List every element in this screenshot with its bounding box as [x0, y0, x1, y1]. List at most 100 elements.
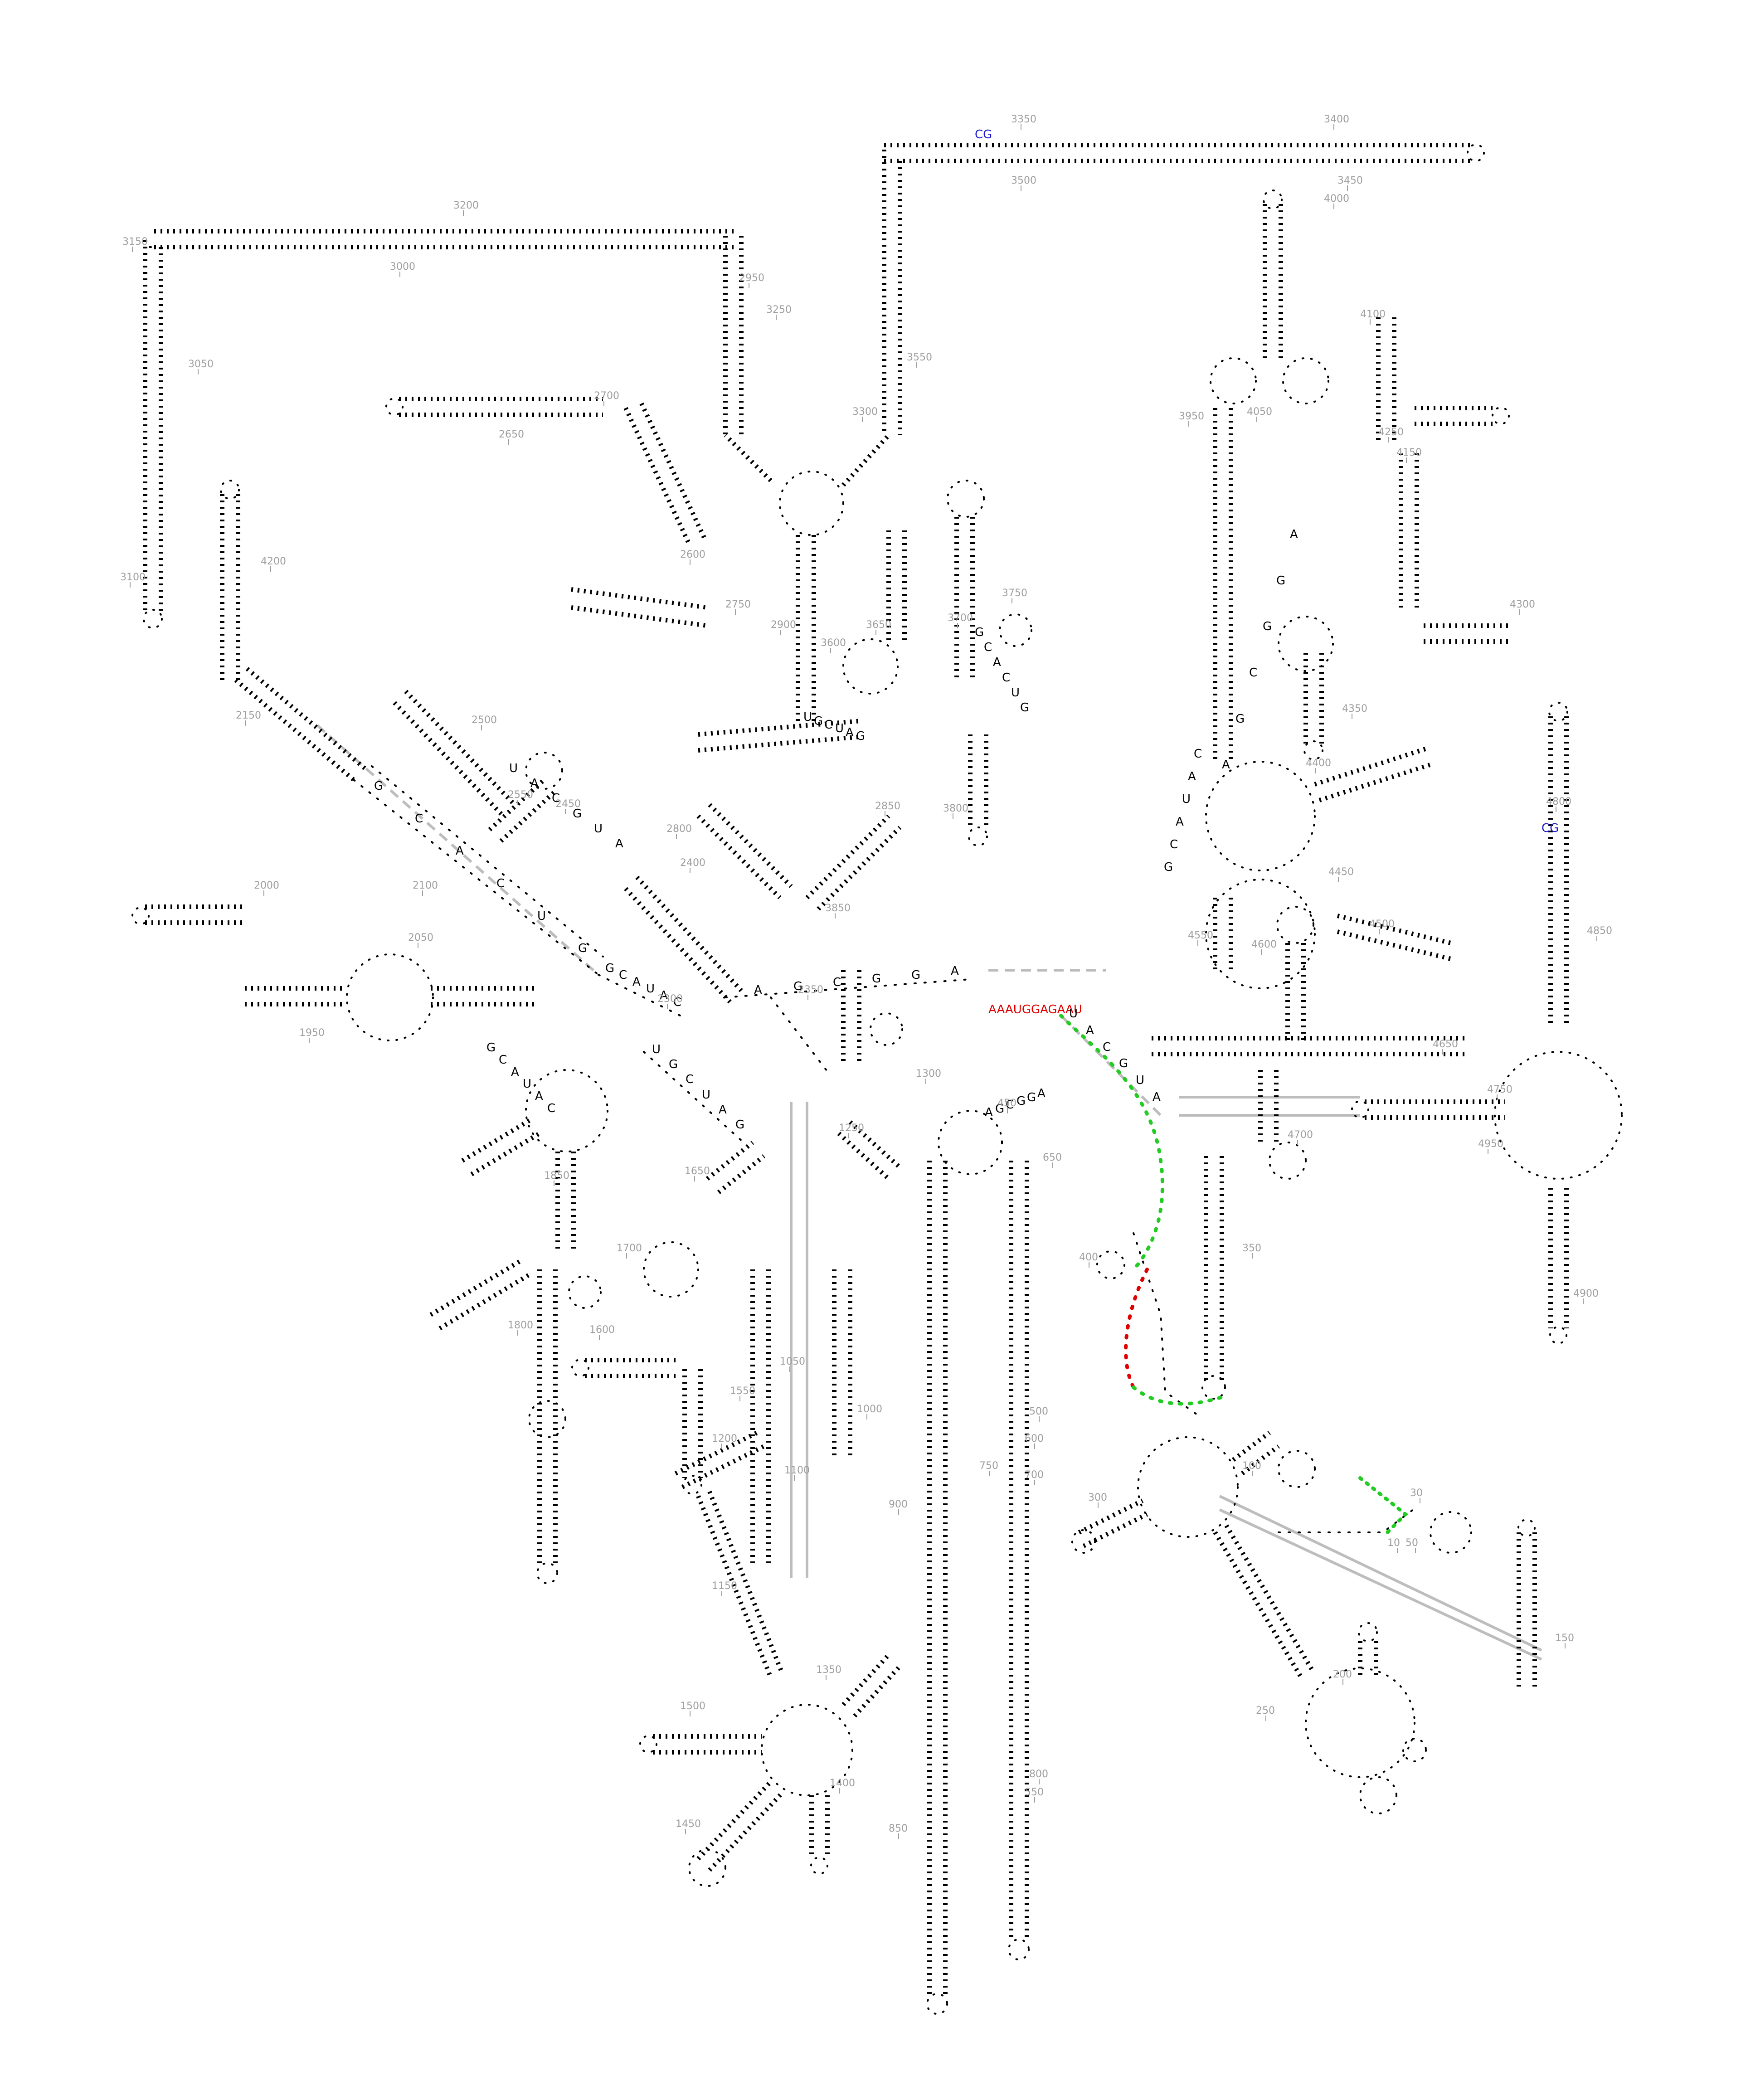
hairpin-loop	[870, 1012, 903, 1046]
nucleotide-letter: U	[652, 1043, 661, 1056]
position-label: 3600	[821, 637, 846, 649]
helix-4500	[1337, 914, 1452, 945]
position-label: 2600	[680, 549, 705, 560]
hairpin-loop	[947, 480, 985, 518]
position-label: 4900	[1573, 1288, 1599, 1299]
nucleotide-letter: A	[632, 975, 641, 989]
blue-pair-label-4800: CG	[1542, 822, 1559, 835]
position-label: 2650	[499, 429, 524, 440]
multi-branch-loop	[1205, 879, 1316, 989]
helix-2550-partner	[404, 690, 516, 807]
position-label: 650	[1043, 1152, 1062, 1163]
helix-1450	[696, 1780, 773, 1861]
nucleotide-letter: U	[835, 722, 844, 735]
position-label: 250	[1256, 1705, 1275, 1716]
helix-1150	[696, 1495, 773, 1678]
nucleotide-letter: A	[456, 844, 464, 858]
helix-3300-branch-right	[841, 433, 890, 487]
nucleotide-letter: G	[1164, 860, 1173, 874]
helix-2300-partner	[635, 875, 743, 992]
position-label: 3000	[390, 261, 415, 272]
position-label: 1150	[712, 1580, 737, 1592]
hairpin-loop	[1358, 1622, 1378, 1642]
nucleotide-letter: U	[1069, 1007, 1078, 1021]
nucleotide-letter: C	[1249, 666, 1257, 680]
nucleotide-letter: A	[1188, 770, 1196, 783]
nucleotide-letter: C	[686, 1073, 694, 1086]
position-label: 2000	[254, 880, 279, 891]
helix-1800	[429, 1258, 523, 1317]
position-label: 1000	[857, 1404, 882, 1415]
position-label: 1050	[780, 1356, 805, 1367]
helix-3850-partner	[817, 826, 902, 911]
helix-250	[1213, 1531, 1303, 1679]
nucleotide-letter: C	[673, 996, 681, 1009]
nucleotide-letter: U	[803, 710, 812, 724]
hairpin-loop	[1402, 1738, 1427, 1762]
position-label: 4200	[261, 556, 286, 567]
hairpin-loop	[1517, 1519, 1536, 1537]
nucleotide-letter: C	[1103, 1040, 1111, 1054]
nucleotide-letter: G	[856, 729, 865, 743]
position-label: 4750	[1487, 1084, 1512, 1095]
position-label: 2900	[771, 619, 796, 631]
hairpin-loop	[810, 1857, 828, 1875]
helix-1150-partner	[707, 1491, 784, 1674]
nucleotide-letter: C	[824, 718, 832, 732]
position-label: 3500	[1011, 175, 1036, 186]
nucleotide-letter: C	[619, 968, 627, 982]
helix-2600	[623, 407, 691, 545]
position-label: 600	[1025, 1433, 1044, 1444]
position-label: 1450	[676, 1818, 701, 1830]
nucleotide-letter: A	[1290, 528, 1298, 541]
position-label: 4600	[1251, 939, 1277, 950]
nucleotide-letter: U	[1182, 792, 1191, 806]
structure-skeleton	[131, 143, 1623, 2015]
helix-1250	[837, 1132, 890, 1181]
internal-loop	[842, 638, 899, 695]
helix-1850-partner	[470, 1131, 541, 1176]
position-label: 1800	[508, 1320, 533, 1331]
helix-1100	[674, 1430, 759, 1476]
nucleotide-letter: A	[754, 983, 762, 997]
position-label: 3250	[766, 304, 792, 316]
helix-3300-branch	[724, 433, 773, 482]
position-label: 450	[997, 1098, 1016, 1109]
connector-line	[1219, 1495, 1542, 1652]
position-label: 4800	[1546, 796, 1571, 807]
red-strand-label: AAAUGGAGAAU	[988, 1003, 1082, 1016]
nucleotide-letter: G	[814, 715, 823, 728]
green-strand-30	[1358, 1476, 1408, 1534]
position-label: 2350	[798, 984, 823, 996]
nucleotide-letter: G	[793, 980, 802, 993]
position-label: 1300	[916, 1068, 941, 1079]
nucleotide-letter: A	[511, 1065, 519, 1079]
position-label: 4150	[1396, 447, 1422, 458]
position-label: 150	[1555, 1633, 1574, 1644]
hairpin-loop	[1269, 1142, 1307, 1180]
helix-4400-partner	[1318, 762, 1434, 802]
position-label: 550	[1025, 1787, 1044, 1798]
position-label: 750	[979, 1460, 998, 1472]
nucleotide-letter: A	[1222, 758, 1230, 772]
green-strand	[1059, 1014, 1164, 1271]
position-label: 1350	[816, 1664, 841, 1676]
position-label: 4450	[1328, 866, 1354, 878]
position-label: 4700	[1288, 1129, 1313, 1141]
single-strand	[371, 765, 604, 958]
position-label: 1950	[299, 1027, 325, 1039]
internal-loop	[528, 1400, 566, 1438]
nucleotide-letter: G	[605, 962, 614, 975]
nucleotide-letter: G	[911, 968, 920, 982]
helix-100-partner	[1241, 1444, 1280, 1475]
internal-loop	[346, 953, 434, 1041]
position-label: 4550	[1188, 930, 1213, 941]
internal-loop	[525, 752, 563, 790]
position-label: 400	[1079, 1252, 1098, 1263]
hairpin-loop	[1201, 1375, 1226, 1400]
hairpin-loop	[682, 1475, 702, 1495]
nucleotide-letter: A	[660, 989, 668, 1002]
nucleotide-letter: A	[1086, 1024, 1094, 1037]
single-strand	[725, 978, 971, 998]
connector-dashed-line	[316, 724, 599, 976]
